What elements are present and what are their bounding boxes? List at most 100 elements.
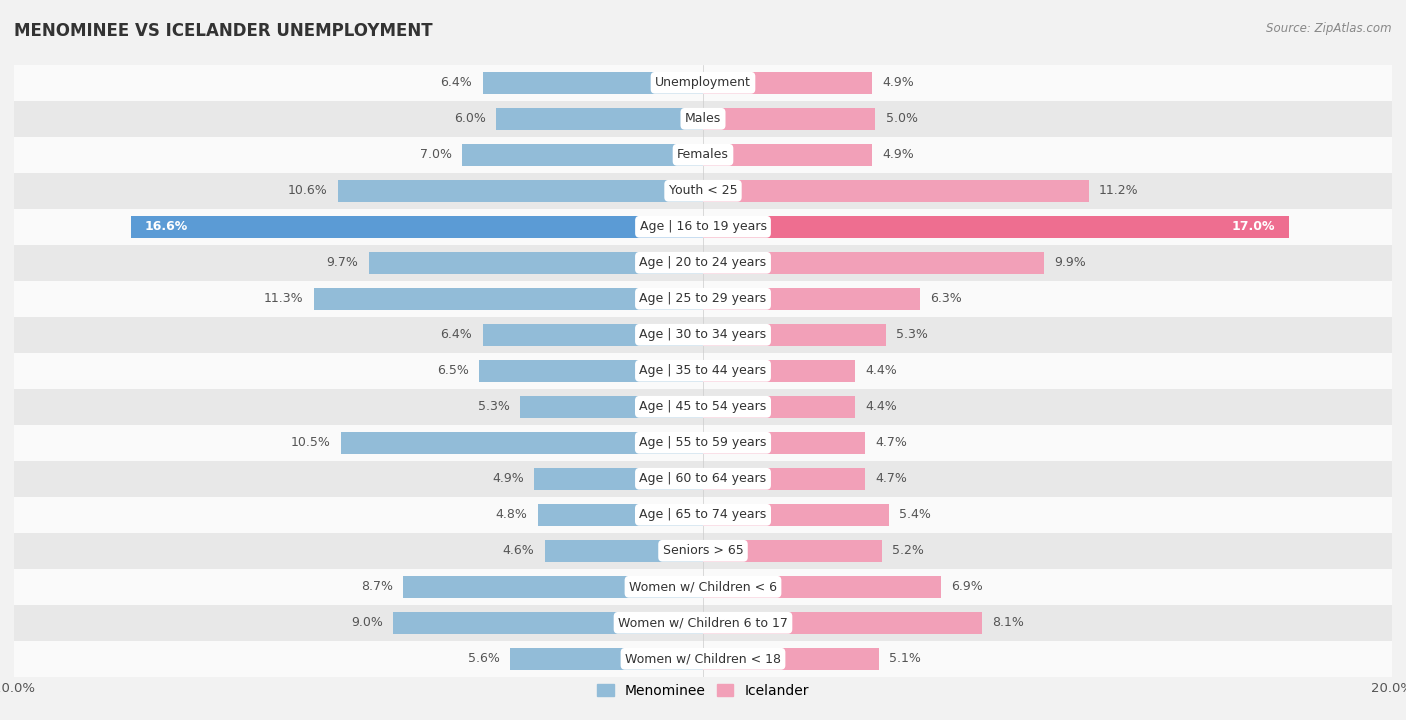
- Bar: [534, 468, 703, 490]
- Bar: [14, 569, 1392, 605]
- Text: 4.6%: 4.6%: [502, 544, 534, 557]
- Bar: [703, 287, 920, 310]
- Bar: [703, 71, 872, 94]
- Text: 6.3%: 6.3%: [931, 292, 962, 305]
- Text: Youth < 25: Youth < 25: [669, 184, 737, 197]
- Text: 4.7%: 4.7%: [875, 436, 907, 449]
- Bar: [703, 179, 1088, 202]
- Text: 5.0%: 5.0%: [886, 112, 918, 125]
- Bar: [703, 215, 1289, 238]
- Bar: [314, 287, 703, 310]
- Bar: [14, 245, 1392, 281]
- Text: 6.9%: 6.9%: [950, 580, 983, 593]
- Bar: [703, 359, 855, 382]
- Bar: [14, 65, 1392, 101]
- Text: 5.6%: 5.6%: [468, 652, 499, 665]
- Text: Females: Females: [678, 148, 728, 161]
- Text: 10.5%: 10.5%: [291, 436, 330, 449]
- Bar: [368, 251, 703, 274]
- Bar: [461, 143, 703, 166]
- Text: 4.4%: 4.4%: [865, 400, 897, 413]
- Text: 8.1%: 8.1%: [993, 616, 1024, 629]
- Text: 4.9%: 4.9%: [882, 148, 914, 161]
- Bar: [404, 576, 703, 598]
- Bar: [14, 353, 1392, 389]
- Bar: [510, 648, 703, 670]
- Text: 4.4%: 4.4%: [865, 364, 897, 377]
- Text: 10.6%: 10.6%: [288, 184, 328, 197]
- Text: 17.0%: 17.0%: [1232, 220, 1275, 233]
- Bar: [14, 101, 1392, 137]
- Text: Seniors > 65: Seniors > 65: [662, 544, 744, 557]
- Text: Age | 45 to 54 years: Age | 45 to 54 years: [640, 400, 766, 413]
- Text: 5.3%: 5.3%: [478, 400, 510, 413]
- Text: MENOMINEE VS ICELANDER UNEMPLOYMENT: MENOMINEE VS ICELANDER UNEMPLOYMENT: [14, 22, 433, 40]
- Text: 4.9%: 4.9%: [492, 472, 524, 485]
- Bar: [537, 504, 703, 526]
- Bar: [703, 107, 875, 130]
- Bar: [703, 432, 865, 454]
- Text: 6.4%: 6.4%: [440, 76, 472, 89]
- Bar: [479, 359, 703, 382]
- Bar: [392, 612, 703, 634]
- Text: 8.7%: 8.7%: [361, 580, 392, 593]
- Bar: [703, 251, 1045, 274]
- Bar: [703, 540, 882, 562]
- Text: Source: ZipAtlas.com: Source: ZipAtlas.com: [1267, 22, 1392, 35]
- Text: 5.2%: 5.2%: [893, 544, 924, 557]
- Text: Age | 55 to 59 years: Age | 55 to 59 years: [640, 436, 766, 449]
- Text: 9.9%: 9.9%: [1054, 256, 1085, 269]
- Text: 4.9%: 4.9%: [882, 76, 914, 89]
- Bar: [703, 468, 865, 490]
- Text: 6.5%: 6.5%: [437, 364, 468, 377]
- Text: Age | 20 to 24 years: Age | 20 to 24 years: [640, 256, 766, 269]
- Bar: [14, 137, 1392, 173]
- Text: 5.4%: 5.4%: [900, 508, 931, 521]
- Legend: Menominee, Icelander: Menominee, Icelander: [592, 678, 814, 703]
- Bar: [14, 317, 1392, 353]
- Text: 5.1%: 5.1%: [889, 652, 921, 665]
- Text: 7.0%: 7.0%: [419, 148, 451, 161]
- Text: Age | 25 to 29 years: Age | 25 to 29 years: [640, 292, 766, 305]
- Text: 4.8%: 4.8%: [495, 508, 527, 521]
- Text: Women w/ Children < 18: Women w/ Children < 18: [626, 652, 780, 665]
- Text: Age | 30 to 34 years: Age | 30 to 34 years: [640, 328, 766, 341]
- Text: 4.7%: 4.7%: [875, 472, 907, 485]
- Bar: [131, 215, 703, 238]
- Text: Women w/ Children < 6: Women w/ Children < 6: [628, 580, 778, 593]
- Text: Age | 65 to 74 years: Age | 65 to 74 years: [640, 508, 766, 521]
- Text: 6.4%: 6.4%: [440, 328, 472, 341]
- Bar: [482, 71, 703, 94]
- Text: 6.0%: 6.0%: [454, 112, 486, 125]
- Text: 9.7%: 9.7%: [326, 256, 359, 269]
- Text: Age | 60 to 64 years: Age | 60 to 64 years: [640, 472, 766, 485]
- Bar: [703, 143, 872, 166]
- Bar: [14, 173, 1392, 209]
- Bar: [337, 179, 703, 202]
- Text: 16.6%: 16.6%: [145, 220, 188, 233]
- Bar: [703, 396, 855, 418]
- Bar: [703, 323, 886, 346]
- Text: Unemployment: Unemployment: [655, 76, 751, 89]
- Text: 11.2%: 11.2%: [1099, 184, 1139, 197]
- Text: Age | 16 to 19 years: Age | 16 to 19 years: [640, 220, 766, 233]
- Bar: [14, 641, 1392, 677]
- Bar: [14, 461, 1392, 497]
- Text: 9.0%: 9.0%: [350, 616, 382, 629]
- Text: 5.3%: 5.3%: [896, 328, 928, 341]
- Text: Age | 35 to 44 years: Age | 35 to 44 years: [640, 364, 766, 377]
- Bar: [703, 612, 981, 634]
- Text: 11.3%: 11.3%: [264, 292, 304, 305]
- Bar: [703, 504, 889, 526]
- Bar: [14, 425, 1392, 461]
- Bar: [482, 323, 703, 346]
- Bar: [520, 396, 703, 418]
- Bar: [703, 648, 879, 670]
- Bar: [14, 389, 1392, 425]
- Bar: [14, 533, 1392, 569]
- Bar: [14, 209, 1392, 245]
- Bar: [14, 605, 1392, 641]
- Text: Women w/ Children 6 to 17: Women w/ Children 6 to 17: [619, 616, 787, 629]
- Bar: [703, 576, 941, 598]
- Bar: [342, 432, 703, 454]
